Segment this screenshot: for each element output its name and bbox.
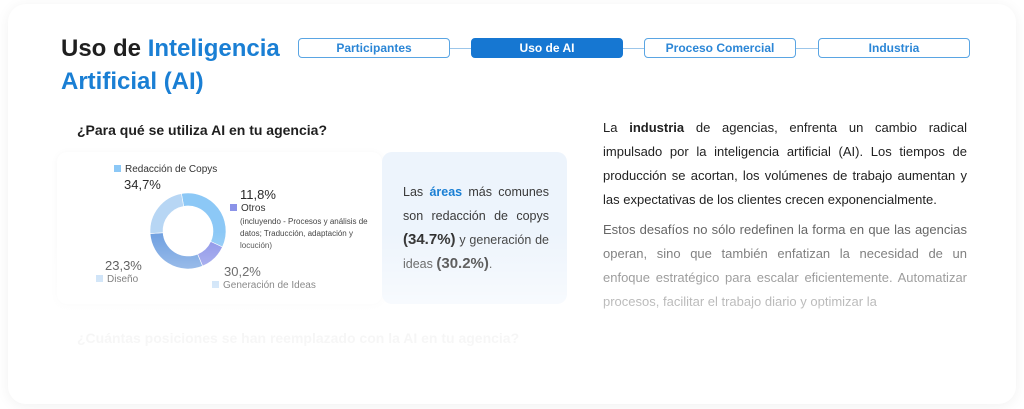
legend-generacion: Generación de Ideas (212, 280, 316, 292)
value-generacion: 30,2% (224, 264, 261, 279)
title-accent-line1: Inteligencia (147, 35, 280, 62)
legend-otros: Otros (230, 203, 265, 215)
insight-panel: Las áreas más comunes son redacción de c… (382, 152, 567, 304)
legend-label: Diseño (107, 274, 139, 285)
step-proceso-comercial[interactable]: Proceso Comercial (644, 38, 796, 58)
step-uso-de-ai[interactable]: Uso de AI (471, 38, 623, 58)
legend-swatch (212, 281, 219, 288)
value-diseno: 23,3% (105, 258, 142, 273)
paragraph-text: La (603, 120, 630, 135)
paragraph-emphasis: industria (629, 120, 685, 135)
article-text: La industria de agencias, enfrenta un ca… (603, 116, 967, 314)
step-industria[interactable]: Industria (818, 38, 970, 58)
step-participantes[interactable]: Participantes (298, 38, 450, 58)
section-stepper: Participantes Uso de AI Proceso Comercia… (298, 38, 970, 58)
legend-diseno: Diseño (96, 274, 138, 286)
usage-donut-chart (149, 192, 227, 270)
slice-redaccion (181, 192, 227, 248)
question-heading: ¿Para qué se utiliza AI en tu agencia? (77, 122, 327, 138)
value-otros: 11,8% (240, 187, 276, 202)
insight-text: Las (403, 185, 430, 199)
legend-swatch (96, 275, 103, 282)
insight-highlight: áreas (429, 185, 463, 199)
page-title: Uso de Inteligencia Artificial (AI) (61, 32, 280, 98)
value-redaccion: 34,7% (124, 177, 161, 192)
legend-label: Redacción de Copys (125, 164, 218, 175)
insight-value: (30.2%) (436, 255, 489, 272)
legend-label: Otros (241, 203, 266, 214)
question-heading-2: ¿Cuántas posiciones se han reemplazado c… (77, 330, 520, 346)
legend-swatch (230, 204, 237, 211)
stepper-connector (298, 48, 970, 49)
paragraph-1: La industria de agencias, enfrenta un ca… (603, 116, 967, 212)
legend-swatch (114, 165, 121, 172)
title-accent-line2: Artificial (AI) (61, 68, 204, 95)
insight-text: más comunes son redacción de copys (403, 185, 549, 223)
legend-redaccion: Redacción de Copys (114, 164, 217, 176)
legend-label: Generación de Ideas (223, 280, 316, 291)
title-prefix: Uso de (61, 35, 148, 62)
insight-value: (34.7%) (403, 231, 456, 248)
slice-generacion (149, 232, 203, 270)
paragraph-2: Estos desafíos no sólo redefinen la form… (603, 222, 967, 309)
insight-text: . (488, 257, 493, 271)
paragraph-text: de agencias, enfrenta un cambio radical … (603, 120, 967, 207)
otros-note: (incluyendo - Procesos y análisis de dat… (240, 217, 368, 250)
slice-diseno (149, 193, 185, 234)
